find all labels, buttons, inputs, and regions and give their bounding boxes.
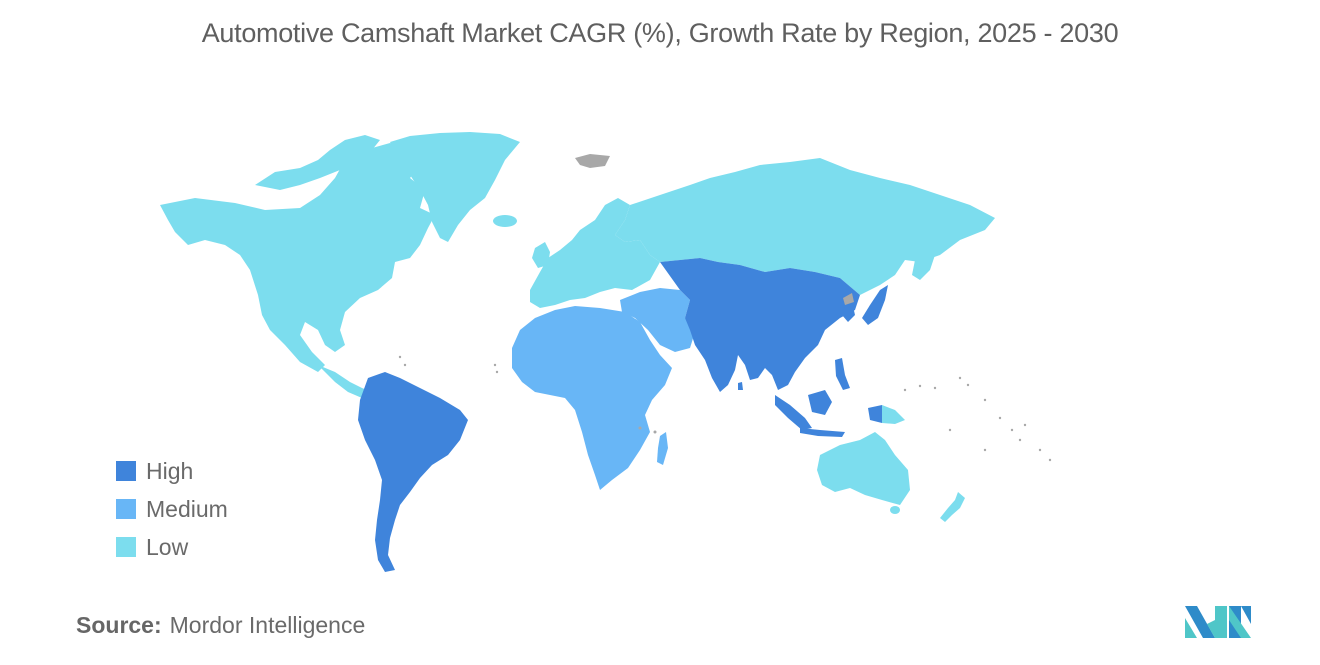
legend-swatch-high (116, 461, 136, 481)
legend-item-low: Low (116, 528, 228, 566)
legend-item-high: High (116, 452, 228, 490)
region-russia (615, 158, 995, 295)
region-australia (817, 432, 910, 505)
region-uk (532, 242, 550, 268)
region-papua-new-guinea (882, 405, 905, 424)
legend-swatch-low (116, 537, 136, 557)
source-note: Source: Mordor Intelligence (76, 612, 365, 639)
legend: High Medium Low (116, 452, 228, 566)
region-greenland (390, 132, 520, 242)
mordor-intelligence-logo-icon (1185, 604, 1251, 640)
chart-title: Automotive Camshaft Market CAGR (%), Gro… (201, 18, 1119, 48)
region-indonesia (775, 395, 812, 430)
legend-swatch-medium (116, 499, 136, 519)
region-north-america (160, 143, 435, 372)
region-borneo (808, 390, 832, 415)
source-value: Mordor Intelligence (169, 612, 366, 638)
region-new-zealand (940, 492, 965, 522)
legend-label-high: High (146, 457, 194, 484)
legend-label-medium: Medium (146, 495, 228, 522)
region-java (800, 428, 845, 437)
region-africa (512, 306, 672, 490)
region-iceland (493, 215, 517, 227)
region-japan (862, 285, 888, 325)
region-tasmania (890, 506, 900, 514)
region-middle-east (620, 288, 695, 352)
region-arctic-islands (255, 135, 380, 190)
region-central-america (318, 365, 372, 398)
region-kamchatka (912, 250, 935, 280)
region-new-guinea-west (868, 405, 882, 423)
legend-item-medium: Medium (116, 490, 228, 528)
source-label: Source: (76, 612, 162, 638)
region-europe (530, 198, 660, 308)
region-philippines (835, 358, 850, 390)
pacific-islands (398, 355, 1052, 462)
region-south-america (358, 372, 468, 572)
region-sri-lanka (738, 382, 743, 390)
region-svalbard (575, 154, 610, 168)
region-madagascar (657, 432, 668, 465)
region-korea (842, 302, 855, 322)
region-asia (660, 258, 860, 392)
region-north-korea (843, 293, 854, 305)
legend-label-low: Low (146, 533, 189, 560)
